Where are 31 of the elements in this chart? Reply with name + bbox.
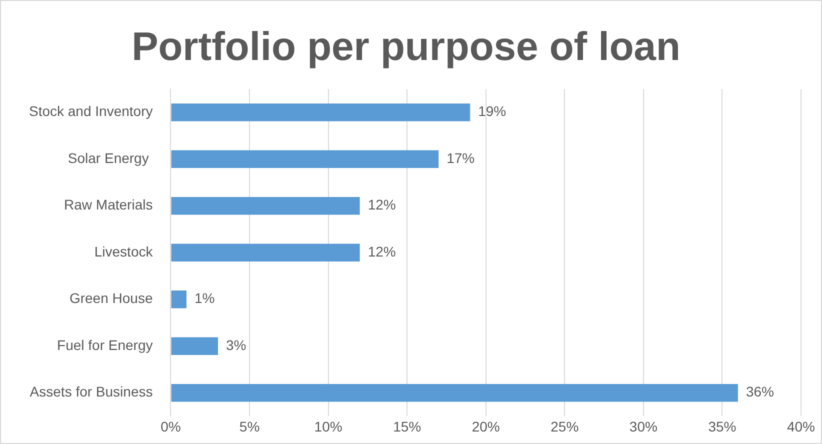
y-tick-label: Stock and Inventory (28, 103, 153, 120)
data-label: 3% (226, 336, 246, 353)
x-tick-label: 10% (314, 418, 342, 434)
y-tick-label: Livestock (94, 243, 154, 260)
bar (171, 384, 738, 402)
data-label: 1% (194, 290, 215, 306)
x-tick-label: 20% (472, 418, 500, 434)
x-tick-label: 15% (393, 418, 422, 434)
bar (171, 337, 218, 355)
y-tick-label: Green House (69, 290, 153, 306)
data-label: 12% (368, 196, 396, 213)
data-label: 12% (368, 243, 396, 260)
y-tick-label: Solar Energy (68, 150, 153, 166)
data-label: 36% (746, 384, 774, 400)
bar (171, 103, 470, 122)
chart-title: Portfolio per purpose of loan (132, 25, 680, 70)
bar (171, 150, 439, 168)
x-tick-label: 25% (550, 418, 579, 434)
bar (171, 196, 360, 215)
y-tick-label: Assets for Business (30, 384, 153, 400)
x-tick-label: 40% (786, 418, 816, 434)
y-tick-label: Raw Materials (64, 196, 153, 213)
x-tick-label: 0% (160, 418, 181, 434)
x-tick-label: 30% (629, 418, 658, 434)
bar (171, 244, 360, 262)
x-tick-label: 35% (708, 418, 736, 434)
bar (171, 290, 186, 308)
data-label: 17% (446, 150, 475, 166)
y-tick-label: Fuel for Energy (57, 336, 153, 353)
data-label: 19% (478, 103, 506, 120)
x-tick-label: 5% (239, 418, 260, 434)
